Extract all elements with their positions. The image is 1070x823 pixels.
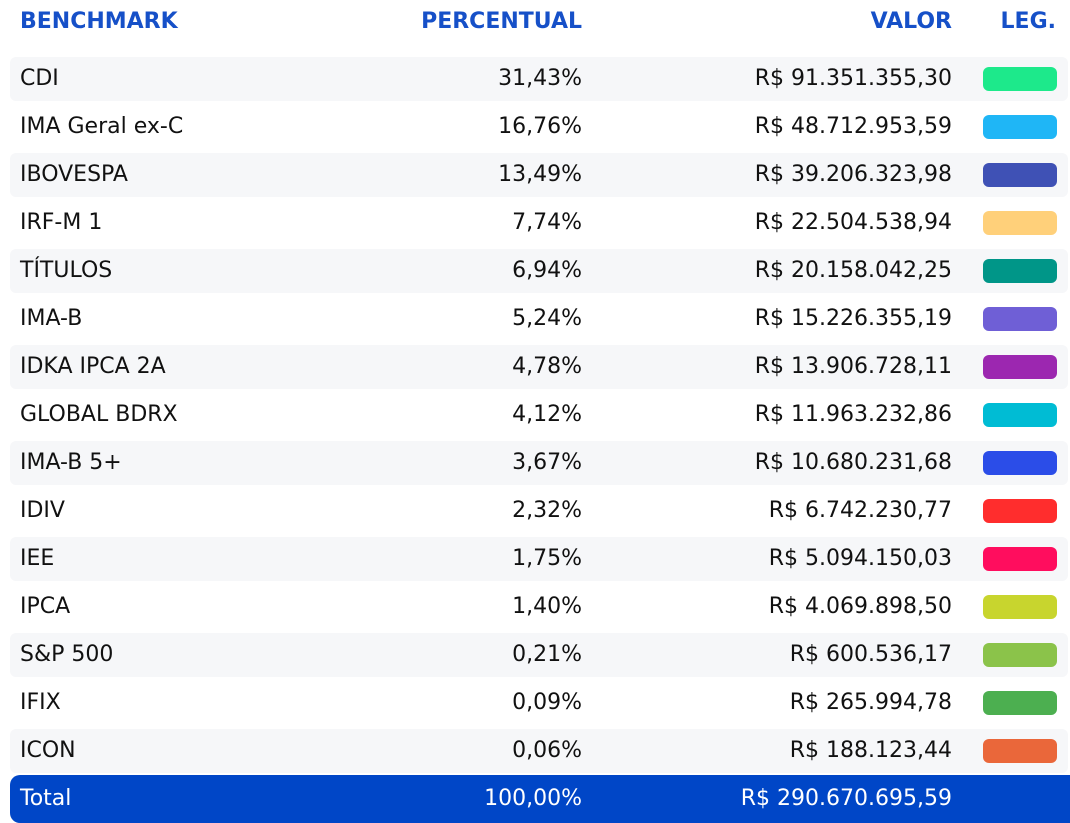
legend-swatch [983,163,1057,187]
benchmark-name: IRF-M 1 [20,210,103,235]
legend-swatch [983,307,1057,331]
benchmark-name: TÍTULOS [20,258,113,283]
column-header: PERCENTUAL [421,9,582,34]
value: R$ 91.351.355,30 [754,66,952,91]
column-header: LEG. [1000,9,1056,34]
row-background [10,249,1068,293]
benchmark-name: GLOBAL BDRX [20,402,178,427]
percent: 1,75% [512,546,582,571]
row-background [10,633,1068,677]
percent: 7,74% [512,210,582,235]
legend-swatch [983,643,1057,667]
benchmark-name: IDIV [20,498,65,523]
percent: 0,09% [512,690,582,715]
percent: 6,94% [512,258,582,283]
total-percent: 100,00% [484,786,582,811]
percent: 1,40% [512,594,582,619]
value: R$ 6.742.230,77 [768,498,952,523]
benchmark-name: IMA Geral ex-C [20,114,184,139]
row-background [10,441,1068,485]
benchmark-name: IMA-B [20,306,83,331]
legend-swatch [983,499,1057,523]
value: R$ 10.680.231,68 [754,450,952,475]
legend-swatch [983,547,1057,571]
value: R$ 15.226.355,19 [754,306,952,331]
percent: 0,06% [512,738,582,763]
percent: 31,43% [498,66,582,91]
value: R$ 600.536,17 [789,642,952,667]
percent: 4,78% [512,354,582,379]
benchmark-name: IEE [20,546,55,571]
row-background [10,57,1068,101]
percent: 5,24% [512,306,582,331]
value: R$ 5.094.150,03 [768,546,952,571]
value: R$ 265.994,78 [789,690,952,715]
total-label: Total [20,786,72,811]
legend-swatch [983,211,1057,235]
row-background [10,729,1068,773]
value: R$ 20.158.042,25 [754,258,952,283]
benchmark-name: IMA-B 5+ [20,450,122,475]
legend-swatch [983,739,1057,763]
value: R$ 48.712.953,59 [754,114,952,139]
value: R$ 22.504.538,94 [754,210,952,235]
percent: 13,49% [498,162,582,187]
legend-swatch [983,259,1057,283]
percent: 3,67% [512,450,582,475]
value: R$ 188.123,44 [789,738,952,763]
legend-swatch [983,403,1057,427]
benchmark-name: IPCA [20,594,71,619]
percent: 0,21% [512,642,582,667]
row-background [10,345,1068,389]
percent: 2,32% [512,498,582,523]
benchmark-name: ICON [20,738,76,763]
legend-swatch [983,691,1057,715]
legend-swatch [983,115,1057,139]
benchmark-name: S&P 500 [20,642,114,667]
benchmark-name: IDKA IPCA 2A [20,354,166,379]
value: R$ 4.069.898,50 [768,594,952,619]
benchmark-name: CDI [20,66,59,91]
legend-swatch [983,355,1057,379]
column-header: VALOR [870,9,952,34]
total-row [10,775,1070,823]
column-header: BENCHMARK [20,9,178,34]
legend-swatch [983,595,1057,619]
legend-swatch [983,67,1057,91]
value: R$ 11.963.232,86 [754,402,952,427]
row-background [10,153,1068,197]
value: R$ 39.206.323,98 [754,162,952,187]
percent: 4,12% [512,402,582,427]
row-background [10,537,1068,581]
percent: 16,76% [498,114,582,139]
benchmark-name: IFIX [20,690,61,715]
total-value: R$ 290.670.695,59 [740,786,952,811]
value: R$ 13.906.728,11 [754,354,952,379]
legend-swatch [983,451,1057,475]
benchmark-name: IBOVESPA [20,162,128,187]
